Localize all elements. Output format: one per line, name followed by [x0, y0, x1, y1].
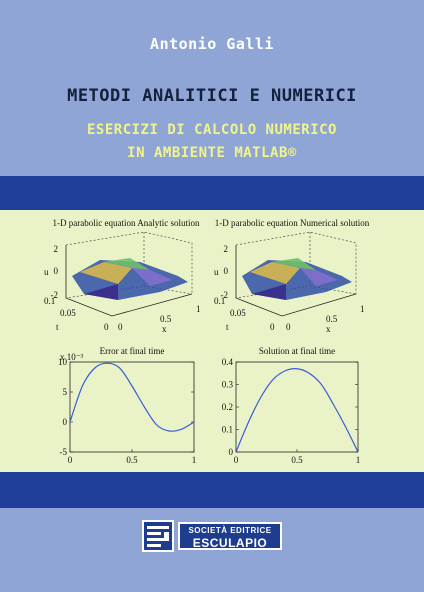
chart-xtick-label: 1	[192, 455, 197, 465]
chart-ytick-label: 10	[58, 357, 68, 367]
figure-panel: 1-D parabolic equation Analytic solution…	[0, 210, 424, 472]
chart-ytick-label: 0.3	[222, 380, 234, 390]
surface-right-xlabel: x	[326, 324, 331, 334]
surface-left-zlabel: u	[44, 267, 49, 277]
chart-series-line	[69, 362, 195, 432]
book-title: METODI ANALITICI E NUMERICI	[67, 86, 357, 106]
surface-left-xtick-0: 0	[118, 322, 123, 332]
figure-svg: 1-D parabolic equation Analytic solution…	[44, 218, 370, 465]
publisher-logo: SOCIETÀ EDITRICE ESCULAPIO	[142, 520, 282, 552]
author-name: Antonio Galli	[150, 35, 274, 53]
surface-left-xlabel: x	[162, 324, 167, 334]
surface-right-xtick-0: 0	[286, 322, 291, 332]
publisher-line1: SOCIETÀ EDITRICE	[188, 526, 272, 535]
surface-left-ttick-2: 0	[104, 322, 109, 332]
chart-ytick-label: 0	[63, 417, 68, 427]
book-subtitle-line2: IN AMBIENTE MATLAB®	[127, 145, 297, 161]
surface-left-xtick-2: 1	[196, 304, 201, 314]
chart-frame	[235, 361, 359, 453]
surface-left-tlabel: t	[56, 322, 59, 332]
surface-right-tlabel: t	[226, 322, 229, 332]
top-band	[0, 176, 424, 210]
surface-left-title: 1-D parabolic equation Analytic solution	[53, 218, 200, 228]
surface-right-ttick-2: 0	[270, 322, 275, 332]
book-subtitle-line1: ESERCIZI DI CALCOLO NUMERICO	[86, 122, 337, 138]
chart-xtick-label: 0.5	[126, 455, 138, 465]
surface-right-xtick-1: 0.5	[326, 314, 338, 324]
surface-left-ztick-0: 2	[54, 244, 59, 254]
surface-right-zlabel: u	[214, 267, 219, 277]
surface-right-title: 1-D parabolic equation Numerical solutio…	[215, 218, 370, 228]
chart-ytick-label: 5	[63, 387, 68, 397]
surface-right-ztick-2: -2	[221, 290, 229, 300]
surface-left-ttick-0: 0.1	[44, 296, 55, 306]
surface-right-ttick-0: 0.1	[214, 296, 225, 306]
surface-left-ttick-1: 0.05	[60, 308, 76, 318]
surface-left-plot: u 2 0 -2 t 0.1 0.05 0 0 0.5 1 x	[44, 231, 201, 334]
surface-right-ztick-0: 2	[224, 244, 229, 254]
chart-ytick-label: 0.1	[222, 425, 233, 435]
surface-left-ztick-1: 0	[54, 266, 59, 276]
surface-left-ztick-2: -2	[51, 290, 59, 300]
chart-xtick-label: 0	[68, 455, 73, 465]
chart-ytick-label: -5	[60, 447, 68, 457]
publisher-line2: ESCULAPIO	[192, 536, 268, 550]
surface-right-ztick-1: 0	[224, 266, 229, 276]
chart-ytick-label: 0.2	[222, 402, 233, 412]
chart-series-line	[235, 368, 359, 453]
bottom-band	[0, 472, 424, 508]
surface-right-ttick-1: 0.05	[230, 308, 246, 318]
chart-y-multiplier: x 10⁻³	[60, 352, 84, 362]
surface-right-xtick-2: 1	[360, 304, 365, 314]
publisher-name-box: SOCIETÀ EDITRICE ESCULAPIO	[178, 522, 282, 550]
chart-ytick-label: 0.4	[222, 357, 234, 367]
chart-title: Solution at final time	[259, 346, 335, 356]
chart-ytick-label: 0	[229, 447, 234, 457]
chart-xtick-label: 1	[356, 455, 361, 465]
solution-chart: Solution at final time 0.4 0.3 0.2 0.1 00 0.5 1	[222, 346, 361, 465]
chart-xtick-label: 0.5	[291, 455, 303, 465]
surface-right-plot: u 2 0 -2 t 0.1 0.05 0 0 0.5 1 x	[214, 231, 365, 334]
chart-title: Error at final time	[100, 346, 165, 356]
chart-xtick-label: 0	[234, 455, 239, 465]
surface-left-xtick-1: 0.5	[160, 314, 172, 324]
publisher-logo-icon	[142, 520, 174, 552]
